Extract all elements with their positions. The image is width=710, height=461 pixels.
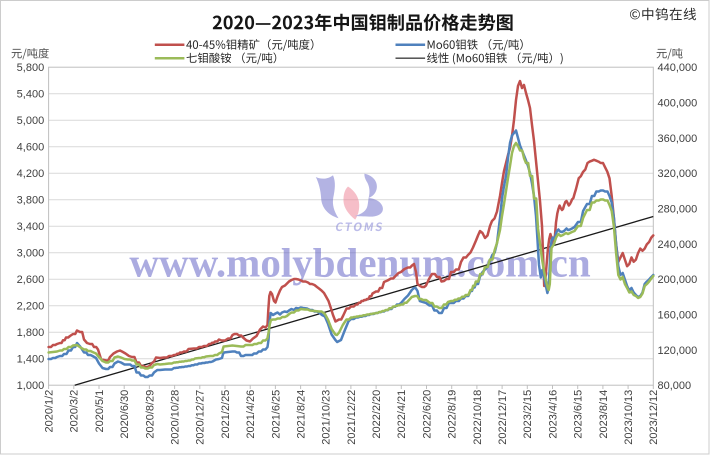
svg-text:2023/12/12: 2023/12/12 — [648, 390, 660, 445]
svg-text:160,000: 160,000 — [658, 309, 698, 321]
svg-text:80,000: 80,000 — [658, 380, 692, 392]
svg-text:2020/10/28: 2020/10/28 — [170, 390, 182, 445]
svg-text:200,000: 200,000 — [658, 274, 698, 286]
svg-text:360,000: 360,000 — [658, 133, 698, 145]
svg-text:2020/1/2: 2020/1/2 — [43, 390, 55, 433]
svg-text:320,000: 320,000 — [658, 168, 698, 180]
svg-text:2020/3/2: 2020/3/2 — [69, 390, 81, 433]
svg-text:120,000: 120,000 — [658, 345, 698, 357]
svg-text:3,000: 3,000 — [17, 248, 45, 260]
svg-text:4,200: 4,200 — [17, 168, 45, 180]
svg-text:2022/6/20: 2022/6/20 — [421, 390, 433, 439]
svg-text:2022/4/21: 2022/4/21 — [396, 390, 408, 439]
svg-text:3,400: 3,400 — [17, 221, 45, 233]
svg-text:2020/5/1: 2020/5/1 — [94, 390, 106, 433]
svg-text:2023/4/16: 2023/4/16 — [547, 390, 559, 439]
svg-text:2021/2/25: 2021/2/25 — [220, 390, 232, 439]
svg-text:5,400: 5,400 — [17, 89, 45, 101]
svg-text:2021/6/25: 2021/6/25 — [270, 390, 282, 439]
svg-text:1,800: 1,800 — [17, 327, 45, 339]
svg-text:440,000: 440,000 — [658, 62, 698, 74]
svg-text:2021/4/26: 2021/4/26 — [245, 390, 257, 439]
svg-text:280,000: 280,000 — [658, 203, 698, 215]
svg-text:2021/12/22: 2021/12/22 — [346, 390, 358, 445]
svg-text:240,000: 240,000 — [658, 239, 698, 251]
svg-text:2023/8/14: 2023/8/14 — [598, 390, 610, 439]
svg-text:1,400: 1,400 — [17, 354, 45, 366]
svg-text:1,000: 1,000 — [17, 380, 45, 392]
svg-text:3,800: 3,800 — [17, 195, 45, 207]
svg-text:2022/10/18: 2022/10/18 — [472, 390, 484, 445]
svg-text:5,000: 5,000 — [17, 115, 45, 127]
svg-text:400,000: 400,000 — [658, 97, 698, 109]
svg-text:2020/8/29: 2020/8/29 — [144, 390, 156, 439]
svg-text:2022/8/19: 2022/8/19 — [447, 390, 459, 439]
svg-text:2021/10/23: 2021/10/23 — [321, 390, 333, 445]
svg-text:2,600: 2,600 — [17, 274, 45, 286]
svg-text:www.molybdenum.com.cn: www.molybdenum.com.cn — [129, 240, 590, 286]
svg-text:2020/6/30: 2020/6/30 — [119, 390, 131, 439]
svg-text:2,200: 2,200 — [17, 301, 45, 313]
svg-text:2020/12/27: 2020/12/27 — [195, 390, 207, 445]
svg-text:4,600: 4,600 — [17, 142, 45, 154]
svg-text:2023/2/15: 2023/2/15 — [522, 390, 534, 439]
svg-text:2022/2/20: 2022/2/20 — [371, 390, 383, 439]
svg-text:2023/10/13: 2023/10/13 — [623, 390, 635, 445]
svg-text:5,800: 5,800 — [17, 62, 45, 74]
svg-text:2021/8/24: 2021/8/24 — [296, 390, 308, 439]
svg-text:2022/12/17: 2022/12/17 — [497, 390, 509, 445]
svg-text:2023/6/15: 2023/6/15 — [573, 390, 585, 439]
